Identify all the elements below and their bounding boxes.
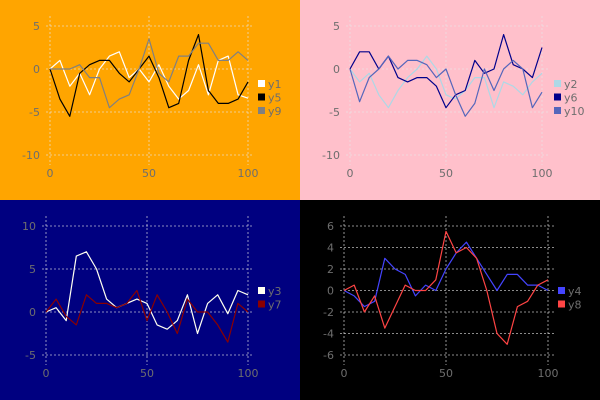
subplot-background: [0, 200, 300, 400]
legend-swatch-y2: [554, 80, 561, 87]
y-tick-label: 0: [29, 306, 36, 319]
legend-label: y5: [268, 92, 282, 105]
legend-label: y2: [564, 78, 578, 91]
y-tick-label: 4: [327, 242, 334, 255]
x-tick-label: 0: [47, 167, 54, 180]
x-tick-label: 50: [439, 367, 453, 380]
series-line-y3: [45, 251, 249, 335]
legend-label: y1: [268, 78, 282, 91]
legend-swatch-y10: [554, 107, 561, 114]
legend-label: y9: [268, 105, 282, 118]
legend-swatch-y9: [258, 107, 265, 114]
x-tick-label: 100: [532, 167, 553, 180]
x-tick-label: 100: [238, 167, 259, 180]
y-tick-label: -6: [323, 349, 334, 362]
x-tick-label: 50: [140, 367, 154, 380]
legend-swatch-y5: [258, 93, 265, 101]
y-tick-label: 0: [33, 63, 40, 76]
series-line-y8: [343, 230, 549, 345]
x-tick-label: 50: [439, 167, 453, 180]
legend-label: y4: [568, 285, 582, 298]
subplot-background: [300, 200, 600, 400]
x-tick-label: 100: [238, 367, 259, 380]
legend-swatch-y8: [558, 300, 565, 308]
y-tick-label: -5: [329, 106, 340, 119]
y-tick-label: 5: [333, 20, 340, 33]
legend-swatch-y3: [258, 287, 265, 294]
series-line-y5: [49, 33, 249, 117]
y-tick-label: 5: [29, 263, 36, 276]
legend-swatch-y6: [554, 93, 561, 101]
y-tick-label: 0: [327, 285, 334, 298]
legend-label: y6: [564, 92, 578, 105]
x-tick-label: 0: [43, 367, 50, 380]
series-line-y9: [50, 38, 249, 109]
legend-label: y7: [268, 299, 282, 312]
legend-label: y3: [268, 285, 282, 298]
y-tick-label: -5: [25, 349, 36, 362]
y-tick-label: -10: [22, 149, 40, 162]
legend-label: y10: [564, 105, 585, 118]
series-line-y1: [49, 51, 249, 100]
legend-swatch-y7: [258, 300, 265, 308]
y-tick-label: 5: [33, 20, 40, 33]
y-tick-label: 2: [327, 263, 334, 276]
legend-swatch-y1: [258, 80, 265, 87]
y-tick-label: -10: [322, 149, 340, 162]
y-tick-label: 6: [327, 220, 334, 233]
series-line-y10: [349, 55, 543, 117]
y-tick-label: 0: [333, 63, 340, 76]
y-tick-label: -4: [323, 328, 334, 341]
y-tick-label: 10: [22, 220, 36, 233]
series-line-y7: [45, 289, 249, 343]
y-tick-label: -2: [323, 306, 334, 319]
y-tick-label: -5: [29, 106, 40, 119]
x-tick-label: 50: [142, 167, 156, 180]
series-line-y2: [349, 55, 543, 109]
x-tick-label: 100: [538, 367, 559, 380]
legend-label: y8: [568, 299, 582, 312]
legend-swatch-y4: [558, 287, 565, 294]
x-tick-label: 0: [347, 167, 354, 180]
x-tick-label: 0: [341, 367, 348, 380]
series-line-y4: [343, 241, 549, 308]
